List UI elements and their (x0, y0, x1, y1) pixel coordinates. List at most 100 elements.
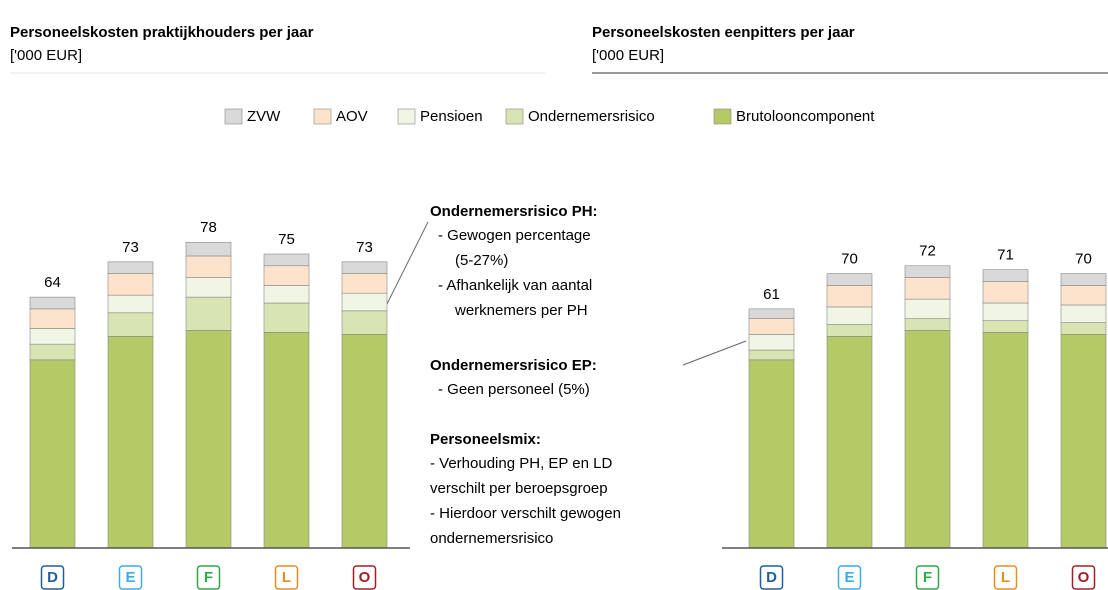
bar-segment (185, 241, 232, 257)
chart-title: Personeelskosten eenpitters per jaar (592, 24, 855, 41)
legend-label: ZVW (247, 108, 281, 125)
x-tick-label: E (125, 569, 135, 586)
annotation-line: - Geen personeel (5%) (438, 381, 590, 398)
x-tick-label: E (844, 569, 854, 586)
annotation-line: (5-27%) (455, 252, 508, 269)
bar-segment (29, 343, 76, 361)
bar-segment (263, 302, 310, 333)
bar-segment (341, 292, 388, 312)
bar-segment (185, 255, 232, 278)
bar-segment (982, 269, 1029, 282)
bar-segment (185, 277, 232, 298)
bar-segment (982, 281, 1029, 304)
bar-segment (341, 334, 388, 549)
bar-segment (29, 308, 76, 329)
bar-segment (982, 332, 1029, 549)
bar-segment (263, 253, 310, 267)
bar-segment (341, 310, 388, 335)
bar-segment (107, 294, 154, 314)
total-label: 70 (1075, 251, 1092, 268)
annotation-line: - Gewogen percentage (438, 227, 591, 244)
chart-subtitle: ['000 EUR] (10, 47, 82, 64)
total-label: 75 (278, 231, 295, 248)
annotation-line: verschilt per beroepsgroep (430, 480, 608, 497)
bar-segment (826, 285, 873, 308)
bar-segment (341, 261, 388, 274)
bar-segment (1060, 304, 1107, 323)
annotation-title: Ondernemersrisico EP: (430, 357, 597, 374)
legend-label: Ondernemersrisico (528, 108, 655, 125)
legend-swatch (313, 108, 332, 125)
bar-segment (107, 261, 154, 274)
chart-subtitle: ['000 EUR] (592, 47, 664, 64)
bar-segment (748, 359, 795, 549)
bar-segment (29, 359, 76, 549)
bar-segment (185, 296, 232, 331)
bar-segment (748, 308, 795, 319)
bar-segment (748, 318, 795, 335)
x-tick-label: L (1001, 569, 1010, 586)
bar-segment (185, 330, 232, 549)
bar-segment (982, 302, 1029, 321)
x-tick-label: O (1078, 569, 1090, 586)
legend-swatch (713, 108, 732, 125)
category-box (40, 565, 65, 590)
category-box (759, 565, 784, 590)
category-box (915, 565, 940, 590)
bar-segment (904, 298, 951, 319)
bar-segment (826, 336, 873, 549)
bar-segment (904, 265, 951, 278)
x-tick-label: F (204, 569, 213, 586)
x-tick-label: O (359, 569, 371, 586)
bar-segment (904, 277, 951, 300)
total-label: 73 (356, 239, 373, 256)
total-label: 73 (122, 239, 139, 256)
annotation-line: ondernemersrisico (430, 530, 553, 547)
bar-segment (904, 318, 951, 331)
bar-segment (826, 273, 873, 286)
bar-segment (748, 334, 795, 351)
total-label: 70 (841, 251, 858, 268)
x-tick-label: L (282, 569, 291, 586)
bar-segment (263, 285, 310, 304)
bar-segment (263, 265, 310, 286)
legend-label: Brutolooncomponent (736, 108, 875, 125)
legend-label: Pensioen (420, 108, 483, 125)
bar-segment (826, 324, 873, 337)
legend-label: AOV (336, 108, 368, 125)
bar-segment (1060, 322, 1107, 335)
x-tick-label: D (766, 569, 777, 586)
bar-segment (826, 306, 873, 325)
category-box (352, 565, 377, 590)
annotation-title: Personeelsmix: (430, 431, 541, 448)
bar-segment (341, 273, 388, 294)
annotation-line: werknemers per PH (454, 302, 588, 319)
total-label: 71 (997, 247, 1014, 264)
bar-segment (748, 349, 795, 361)
bar-segment (107, 312, 154, 337)
bar-segment (1060, 334, 1107, 549)
annotation-line: - Verhouding PH, EP en LD (430, 455, 613, 472)
total-label: 64 (44, 274, 61, 291)
bar-segment (107, 336, 154, 549)
bar-segment (107, 273, 154, 296)
category-box (993, 565, 1018, 590)
category-box (118, 565, 143, 590)
category-box (1071, 565, 1096, 590)
category-box (196, 565, 221, 590)
bar-segment (1060, 273, 1107, 286)
chart-title: Personeelskosten praktijkhouders per jaa… (10, 24, 314, 41)
annotation-line: - Afhankelijk van aantal (438, 277, 592, 294)
legend-swatch (224, 108, 243, 125)
bar-segment (29, 328, 76, 345)
annotation-title: Ondernemersrisico PH: (430, 203, 598, 220)
total-label: 61 (763, 286, 780, 303)
annotation-line: - Hierdoor verschilt gewogen (430, 505, 621, 522)
bar-segment (982, 320, 1029, 333)
legend-swatch (505, 108, 524, 125)
x-tick-label: F (923, 569, 932, 586)
total-label: 72 (919, 243, 936, 260)
total-label: 78 (200, 219, 217, 236)
